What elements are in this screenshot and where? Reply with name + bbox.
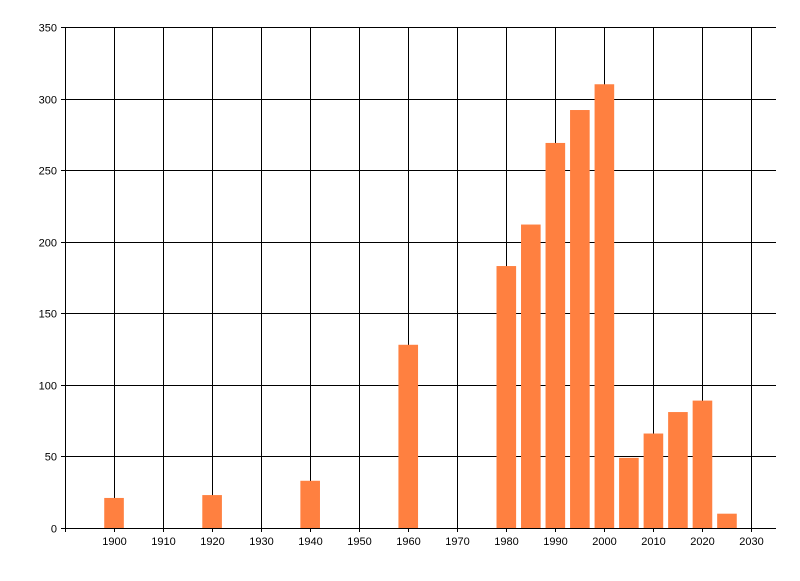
x-tick-label: 1920 <box>200 536 224 548</box>
bar-1900 <box>104 497 124 528</box>
y-tick-label: 50 <box>45 452 57 464</box>
y-tick-label: 350 <box>39 23 57 35</box>
x-tick-label: 1970 <box>445 536 469 548</box>
bar-2020 <box>692 400 713 528</box>
bar-2000 <box>594 84 615 528</box>
x-tick-label: 1930 <box>249 536 273 548</box>
x-tick-label: 2020 <box>690 536 714 548</box>
x-tick-label: 2030 <box>739 536 763 548</box>
x-tick-label: 1960 <box>396 536 420 548</box>
y-tick-label: 200 <box>39 238 57 250</box>
bar-1980 <box>496 266 517 528</box>
x-tick-label: 1980 <box>494 536 518 548</box>
bar-2010 <box>643 433 664 528</box>
x-tick-label: 1990 <box>543 536 567 548</box>
bar-1940 <box>300 480 320 528</box>
bar-2025 <box>717 513 737 528</box>
x-tick-label: 2000 <box>592 536 616 548</box>
bar-1990 <box>545 142 566 528</box>
y-tick-label: 250 <box>39 166 57 178</box>
x-tick-label: 2010 <box>641 536 665 548</box>
bar-1920 <box>202 495 222 528</box>
bar-1995 <box>570 110 590 528</box>
x-tick-label: 1900 <box>102 536 126 548</box>
bar-1985 <box>521 224 541 528</box>
y-tick-label: 150 <box>39 309 57 321</box>
bar-2005 <box>619 457 639 528</box>
bar-2015 <box>668 412 688 528</box>
bar-1960 <box>398 344 419 528</box>
y-tick-label: 100 <box>39 381 57 393</box>
y-tick-label: 300 <box>39 95 57 107</box>
x-tick-label: 1950 <box>347 536 371 548</box>
y-tick-label: 0 <box>51 524 57 536</box>
x-tick-label: 1940 <box>298 536 322 548</box>
x-tick-label: 1910 <box>151 536 175 548</box>
